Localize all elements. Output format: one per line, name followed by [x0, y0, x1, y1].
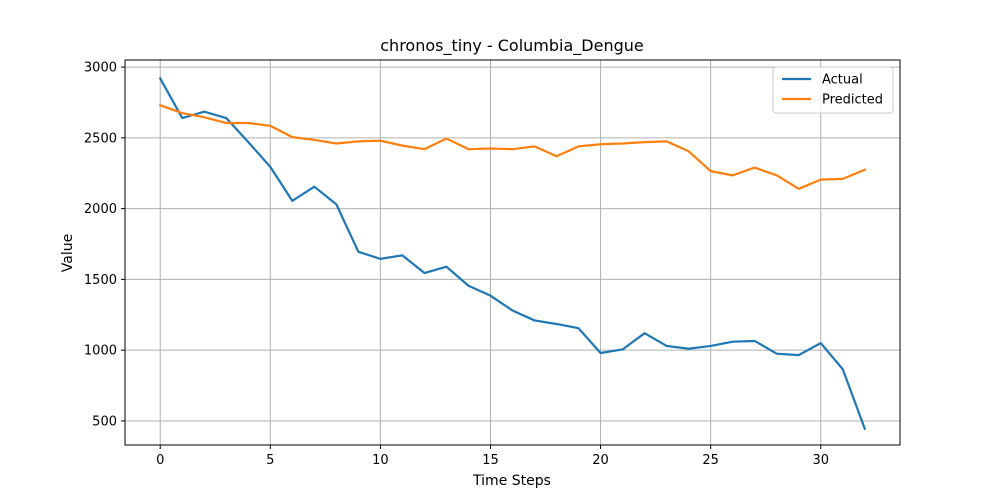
- x-axis-label: Time Steps: [472, 473, 551, 489]
- legend: Actual Predicted: [772, 66, 894, 114]
- y-tick-label: 500: [92, 414, 117, 429]
- x-tick-label: 10: [372, 453, 389, 468]
- series-line-actual: [158, 76, 867, 431]
- x-tick-label: 30: [812, 453, 829, 468]
- series-line-predicted: [158, 103, 867, 190]
- plot-frame: [124, 59, 901, 446]
- grid-lines: [125, 60, 900, 445]
- legend-label-actual: Actual: [822, 73, 863, 88]
- x-tick-label: 25: [702, 453, 719, 468]
- legend-items: Actual Predicted: [782, 73, 883, 108]
- x-tick-label: 5: [266, 453, 274, 468]
- x-axis-ticks: 0 5 10 15 20 25 30: [156, 445, 829, 468]
- x-tick-label: 20: [592, 453, 609, 468]
- y-tick-label: 1000: [84, 344, 117, 359]
- y-tick-label: 3000: [84, 61, 117, 76]
- y-tick-label: 2000: [84, 202, 117, 217]
- chart-title: chronos_tiny - Columbia_Dengue: [380, 36, 643, 56]
- series-lines: [158, 76, 867, 431]
- y-axis-label: Value: [60, 234, 76, 272]
- legend-label-predicted: Predicted: [822, 93, 883, 108]
- x-tick-label: 0: [156, 453, 164, 468]
- y-axis-ticks: 500 1000 1500 2000 2500 3000: [84, 61, 125, 429]
- y-tick-label: 1500: [84, 273, 117, 288]
- x-tick-label: 15: [482, 453, 499, 468]
- y-tick-label: 2500: [84, 131, 117, 146]
